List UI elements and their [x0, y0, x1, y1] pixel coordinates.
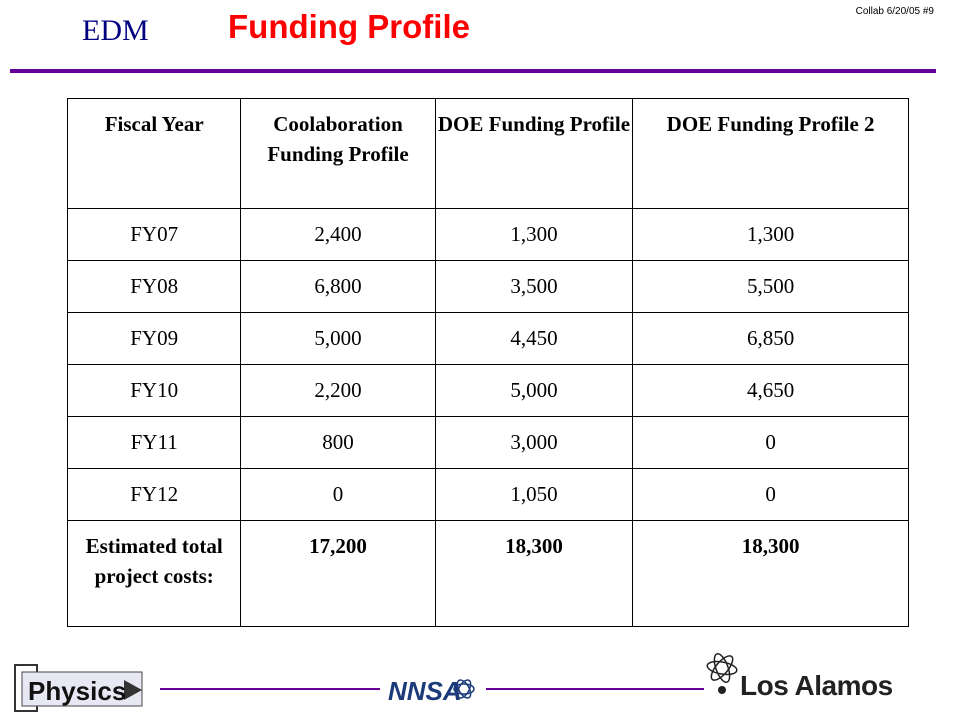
cell-doe: 1,300: [434, 208, 634, 261]
header-collaboration-funding: Coolaboration Funding Profile: [240, 98, 436, 209]
header-doe-funding-2: DOE Funding Profile 2: [632, 98, 909, 209]
cell-doe2: 1,300: [632, 208, 909, 261]
cell-year: FY09: [66, 312, 242, 365]
cell-doe: 4,450: [434, 312, 634, 365]
cell-year: FY07: [66, 208, 242, 261]
nnsa-logo-text: NNSA: [388, 676, 462, 706]
edm-logo: EDM: [82, 14, 149, 47]
cell-year: FY08: [66, 260, 242, 313]
table-row: FY09 5,000 4,450 6,850: [66, 312, 909, 365]
page-title: Funding Profile: [228, 8, 470, 45]
cell-collab: 2,400: [240, 208, 436, 261]
total-label: Estimated total project costs:: [66, 520, 242, 627]
nnsa-logo: NNSA: [388, 676, 475, 706]
header-fiscal-year: Fiscal Year: [66, 98, 242, 209]
cell-doe: 3,500: [434, 260, 634, 313]
cell-collab: 2,200: [240, 364, 436, 417]
cell-year: FY10: [66, 364, 242, 417]
table-row: FY10 2,200 5,000 4,650: [66, 364, 909, 417]
slide-tag: Collab 6/20/05 #9: [855, 6, 934, 17]
total-doe: 18,300: [434, 520, 634, 627]
physics-logo-text: Physics: [28, 676, 126, 706]
footer-line-mid: [486, 688, 704, 690]
header-doe-funding: DOE Funding Profile: [434, 98, 634, 209]
cell-doe2: 5,500: [632, 260, 909, 313]
cell-collab: 6,800: [240, 260, 436, 313]
table-row: FY07 2,400 1,300 1,300: [66, 208, 909, 261]
cell-collab: 0: [240, 468, 436, 521]
header-rule: [10, 69, 936, 73]
cell-doe: 1,050: [434, 468, 634, 521]
cell-collab: 5,000: [240, 312, 436, 365]
cell-doe: 5,000: [434, 364, 634, 417]
funding-table: Fiscal Year Coolaboration Funding Profil…: [66, 98, 909, 627]
table-header-row: Fiscal Year Coolaboration Funding Profil…: [66, 98, 909, 209]
cell-doe: 3,000: [434, 416, 634, 469]
table-row: FY12 0 1,050 0: [66, 468, 909, 521]
cell-doe2: 4,650: [632, 364, 909, 417]
total-collab: 17,200: [240, 520, 436, 627]
cell-doe2: 0: [632, 468, 909, 521]
total-doe2: 18,300: [632, 520, 909, 627]
table-total-row: Estimated total project costs: 17,200 18…: [66, 520, 909, 627]
cell-collab: 800: [240, 416, 436, 469]
los-alamos-logo-mark: [706, 653, 738, 694]
los-alamos-logo-text: Los Alamos: [740, 670, 893, 701]
table-row: FY11 800 3,000 0: [66, 416, 909, 469]
cell-year: FY11: [66, 416, 242, 469]
cell-doe2: 6,850: [632, 312, 909, 365]
footer-line-left: [160, 688, 380, 690]
cell-doe2: 0: [632, 416, 909, 469]
physics-logo: Physics: [14, 664, 143, 712]
table-row: FY08 6,800 3,500 5,500: [66, 260, 909, 313]
cell-year: FY12: [66, 468, 242, 521]
